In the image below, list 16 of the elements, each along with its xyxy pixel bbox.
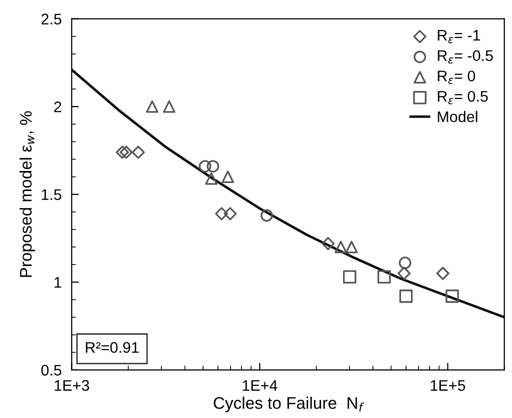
legend-label: R$_{ε}$= -1 [438,30,480,44]
y-tick-label: 2 [54,101,62,112]
legend-label: R$_{ε}$= -0.5 [438,50,493,64]
y-tick-label: 1.5 [42,189,62,200]
y-axis-title: Proposed model ε$_{w}$, % [20,111,36,277]
x-axis-title: Cycles to Failure N$_{f}$ [214,396,364,412]
legend-label: R$_{ε}$= 0.5 [438,90,488,104]
x-tick-label: 1E+5 [430,380,466,391]
y-tick-label: 2.5 [41,14,62,24]
legend-label: R$_{ε}$= 0 [438,70,476,84]
x-tick-label: 1E+4 [242,380,278,391]
y-tick-label: 0.5 [41,364,62,376]
y-tick-label: 1 [54,277,62,288]
x-tick-label: 1E+3 [54,380,90,391]
annotation: R²=0.91 [86,342,139,353]
legend-label: Model [438,110,478,122]
